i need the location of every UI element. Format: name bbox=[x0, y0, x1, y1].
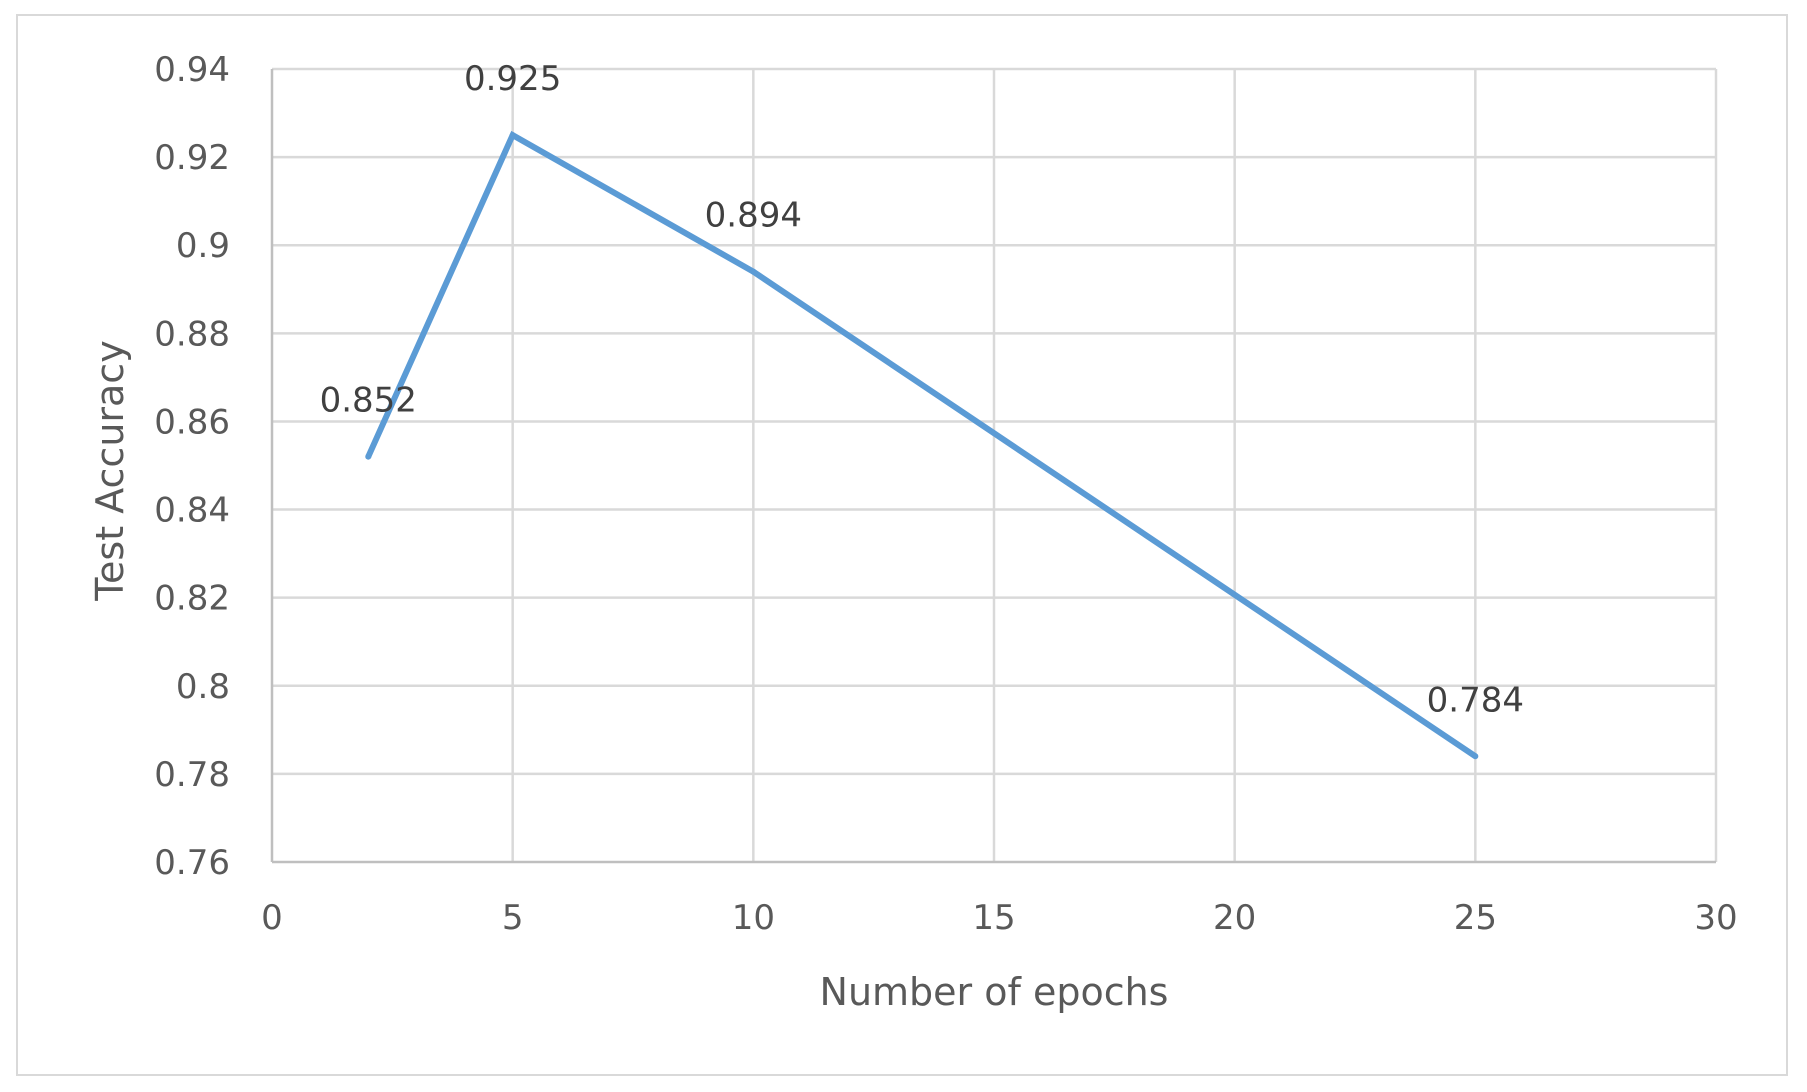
data-point bbox=[1472, 753, 1479, 760]
y-tick-label: 0.86 bbox=[154, 402, 230, 442]
y-tick-label: 0.76 bbox=[154, 843, 230, 883]
x-tick-label: 25 bbox=[1454, 898, 1497, 938]
data-point bbox=[365, 453, 372, 460]
x-tick-label: 5 bbox=[502, 898, 524, 938]
y-tick-label: 0.94 bbox=[154, 50, 230, 90]
y-tick-label: 0.78 bbox=[154, 755, 230, 795]
data-labels: 0.852 0.925 0.894 0.784 bbox=[320, 59, 1524, 720]
x-tick-label: 10 bbox=[732, 898, 775, 938]
data-point bbox=[509, 132, 516, 139]
data-label: 0.894 bbox=[705, 196, 802, 236]
data-label: 0.852 bbox=[320, 381, 417, 421]
x-tick-label: 20 bbox=[1213, 898, 1256, 938]
y-tick-label: 0.84 bbox=[154, 491, 230, 531]
y-axis-title: Test Accuracy bbox=[88, 340, 132, 601]
data-point bbox=[750, 268, 757, 275]
series-line bbox=[365, 130, 1478, 759]
series bbox=[365, 130, 1479, 760]
data-label: 0.925 bbox=[464, 59, 561, 99]
x-tick-label: 15 bbox=[972, 898, 1015, 938]
y-tick-label: 0.9 bbox=[176, 226, 230, 266]
y-tick-label: 0.82 bbox=[154, 579, 230, 619]
chart-frame bbox=[16, 14, 1788, 1076]
y-tick-label: 0.8 bbox=[176, 667, 230, 707]
y-tick-label: 0.92 bbox=[154, 138, 230, 178]
gridlines bbox=[272, 67, 1718, 862]
y-tick-label: 0.88 bbox=[154, 314, 230, 354]
data-label: 0.784 bbox=[1427, 680, 1524, 720]
x-axis-title: Number of epochs bbox=[820, 970, 1169, 1014]
axes: 0.76 0.78 0.8 0.82 0.84 0.86 0.88 0.9 0.92 0.94 0 5… bbox=[154, 50, 1737, 938]
x-tick-label: 0 bbox=[261, 898, 283, 938]
x-tick-label: 30 bbox=[1694, 898, 1737, 938]
